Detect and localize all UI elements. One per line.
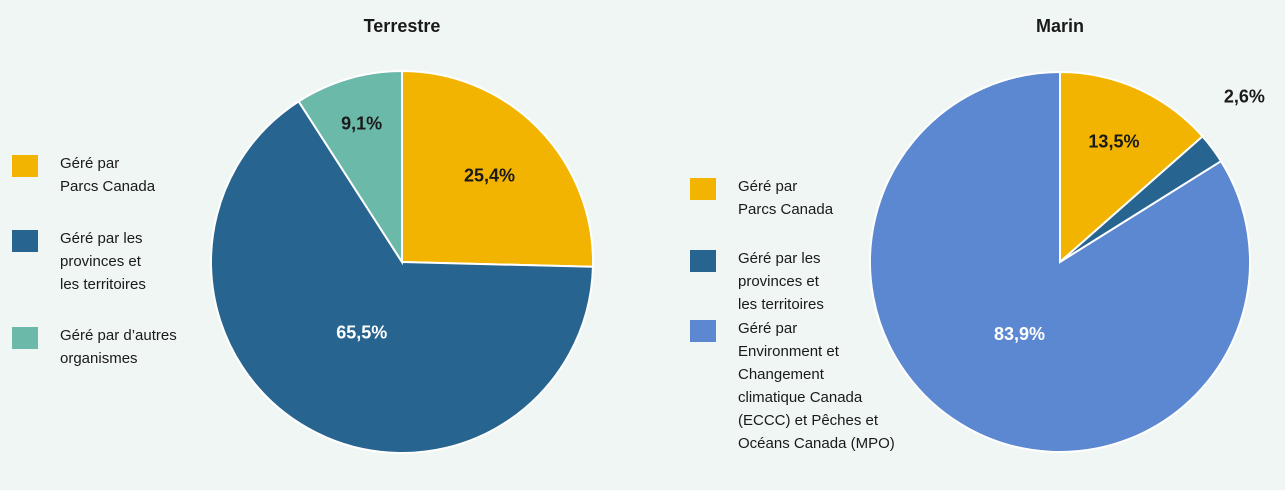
legend-swatch xyxy=(690,320,716,342)
legend-label: Géré par les provinces et les territoire… xyxy=(738,250,824,313)
legend-label: Géré par d’autres organismes xyxy=(60,327,177,367)
pie-slice xyxy=(401,69,594,268)
legend-label: Géré par Parcs Canada xyxy=(738,178,834,218)
data-label: 25,4% xyxy=(464,165,515,185)
pie-slice xyxy=(869,70,1251,453)
legend-swatch xyxy=(690,178,716,200)
pie-slice xyxy=(1059,70,1204,265)
legend-swatch xyxy=(690,250,716,272)
chart-title: Marin xyxy=(1036,16,1084,36)
data-label: 65,5% xyxy=(336,322,387,342)
legend-swatch xyxy=(12,327,38,349)
data-label: 2,6% xyxy=(1224,86,1265,106)
pie-slice xyxy=(210,99,594,454)
chart-title: Terrestre xyxy=(364,16,441,36)
legend-swatch xyxy=(12,230,38,252)
data-label: 83,9% xyxy=(994,324,1045,344)
legend-swatch xyxy=(12,155,38,177)
legend-label: Géré par les provinces et les territoire… xyxy=(60,230,146,293)
data-label: 9,1% xyxy=(341,113,382,133)
pie-slice xyxy=(297,69,403,266)
legend-label: Géré par Parcs Canada xyxy=(60,155,156,195)
legend-label: Géré par Environment et Changement clima… xyxy=(738,320,895,452)
data-label: 13,5% xyxy=(1088,131,1139,151)
